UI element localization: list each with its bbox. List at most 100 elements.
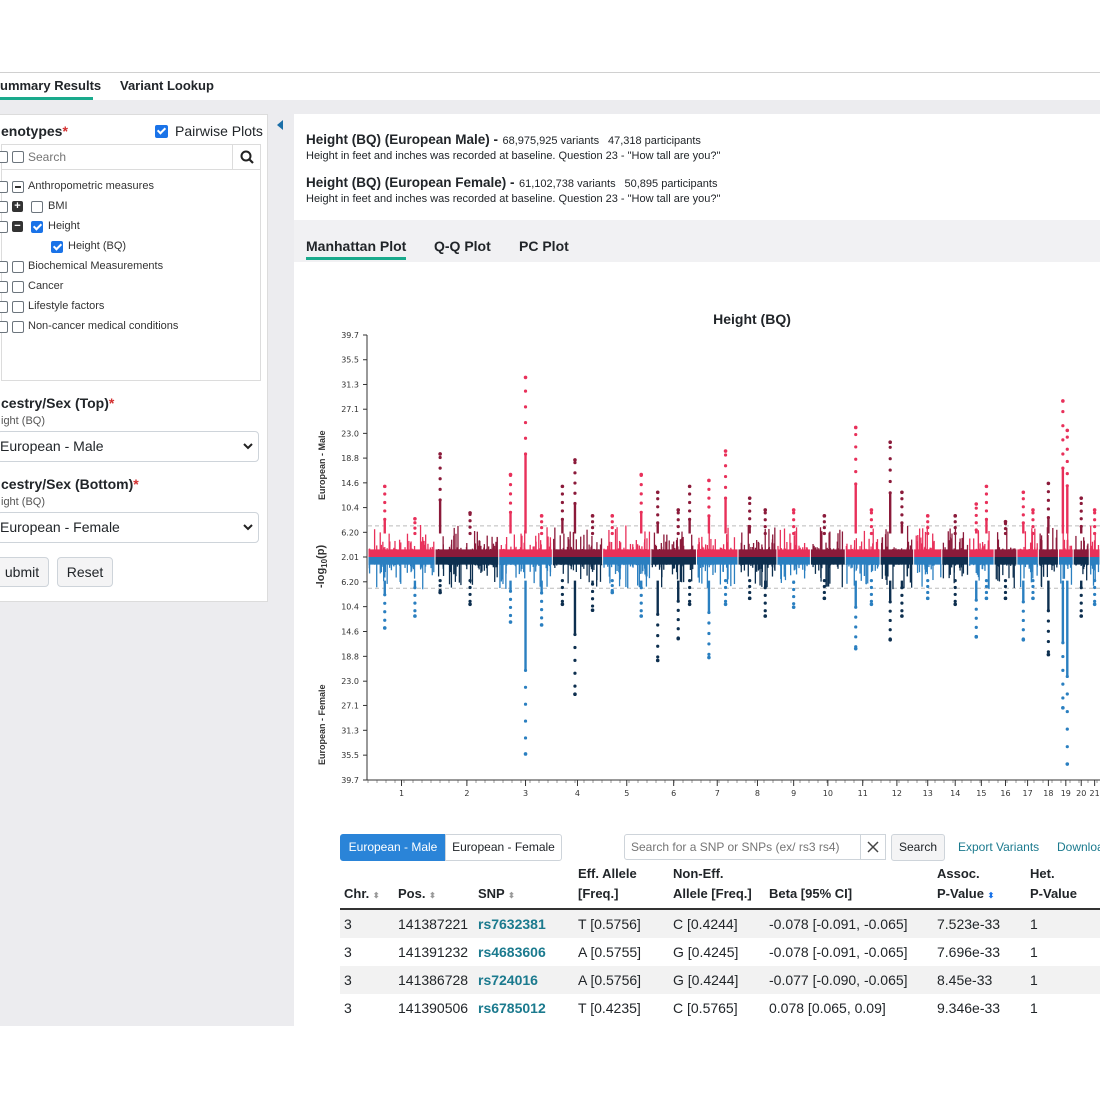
cell-snp-link[interactable]: rs4683606	[478, 944, 546, 960]
peak-point-bottom	[656, 612, 660, 616]
table-row[interactable]: 3 141391232 rs4683606 A [0.5755] G [0.42…	[340, 938, 1100, 966]
peak-point-bottom	[763, 593, 767, 597]
peak-point-top	[590, 531, 595, 536]
y-tick-label-bottom: 14.6	[341, 627, 359, 636]
non-cancer-checkbox[interactable]	[12, 321, 24, 333]
peak-point-top	[573, 461, 577, 465]
download-link[interactable]: Downloa	[1057, 840, 1100, 854]
peak-point-bottom	[523, 752, 528, 756]
tab-qq-plot[interactable]: Q-Q Plot	[434, 238, 491, 254]
table-row[interactable]: 3 141387221 rs7632381 T [0.5756] C [0.42…	[340, 910, 1100, 938]
tree-edge-checkbox[interactable]	[0, 321, 8, 333]
tab-summary-results[interactable]: ummary Results	[0, 78, 102, 93]
tree-item-anthropometric[interactable]: Anthropometric measures	[28, 180, 154, 192]
lifestyle-checkbox[interactable]	[12, 301, 24, 313]
tree-item-lifestyle[interactable]: Lifestyle factors	[28, 300, 105, 312]
col-header-chr[interactable]: Chr. ⬍	[344, 886, 380, 901]
tree-item-height-bq[interactable]: Height (BQ)	[68, 240, 127, 252]
peak-point-bottom	[953, 579, 957, 583]
peak-point-top	[974, 506, 978, 510]
cell-snp-link[interactable]: rs724016	[478, 972, 538, 988]
col-header-assoc-p[interactable]: Assoc. P-Value ⬍	[937, 866, 995, 901]
tree-item-cancer[interactable]: Cancer	[28, 280, 64, 292]
tab-variant-lookup[interactable]: Variant Lookup	[120, 78, 214, 93]
manhattan-plot[interactable]: Height (BQ) European - Female European -…	[294, 300, 1100, 810]
peak-point-top	[953, 520, 957, 524]
table-row[interactable]: 3 141390506 rs6785012 T [0.4235] C [0.57…	[340, 994, 1100, 1022]
select-all-checkbox[interactable]	[12, 151, 24, 163]
col-header-non-eff-allele[interactable]: Non-Eff. Allele [Freq.]	[673, 866, 752, 901]
peak-point-top	[639, 492, 643, 496]
anthropometric-checkbox[interactable]	[12, 181, 24, 193]
y-tick-label-top: 14.6	[341, 479, 359, 488]
tree-item-bmi[interactable]: BMI	[48, 200, 68, 212]
tree-item-biochemical[interactable]: Biochemical Measurements	[28, 260, 164, 272]
tree-edge-checkbox[interactable]	[0, 181, 8, 193]
height-bq-checkbox[interactable]	[51, 241, 63, 253]
partial-checkbox[interactable]	[0, 151, 8, 163]
peak-point-top	[656, 521, 660, 525]
expand-plus-icon[interactable]: +	[12, 201, 23, 212]
tree-edge-checkbox[interactable]	[0, 201, 8, 213]
peak-point-bottom	[676, 617, 680, 622]
export-variants-link[interactable]: Export Variants	[958, 840, 1040, 854]
tab-manhattan-plot[interactable]: Manhattan Plot	[306, 238, 407, 254]
pairwise-plots-checkbox[interactable]	[155, 125, 168, 138]
cell-snp-link[interactable]: rs6785012	[478, 1000, 546, 1016]
peak-point-top	[900, 505, 904, 509]
peak-point-bottom	[900, 614, 904, 618]
tree-edge-checkbox[interactable]	[0, 221, 8, 233]
collapse-sidebar-icon[interactable]	[275, 119, 285, 131]
ancestry-bottom-select[interactable]: European - Female	[0, 512, 259, 543]
peak-point-bottom	[869, 579, 874, 583]
height-checkbox[interactable]	[31, 221, 43, 233]
toggle-european-male[interactable]: European - Male	[340, 834, 446, 861]
col-header-het-p[interactable]: Het. P-Value	[1030, 866, 1077, 901]
peak-point-top	[953, 531, 957, 536]
tree-edge-checkbox[interactable]	[0, 261, 8, 273]
col-header-pos[interactable]: Pos. ⬍	[398, 886, 436, 901]
peak-point-bottom	[688, 599, 692, 603]
submit-button[interactable]: ubmit	[0, 557, 49, 587]
ancestry-top-select[interactable]: European - Male	[0, 431, 259, 462]
bmi-checkbox[interactable]	[31, 201, 43, 213]
male-info-description: Height in feet and inches was recorded a…	[306, 150, 721, 162]
biochemical-checkbox[interactable]	[12, 261, 24, 273]
tree-item-non-cancer[interactable]: Non-cancer medical conditions	[28, 320, 179, 332]
col-header-snp[interactable]: SNP ⬍	[478, 886, 515, 901]
peak-point-bottom	[590, 597, 595, 601]
x-tick-label: 8	[755, 789, 760, 798]
toggle-european-female[interactable]: European - Female	[445, 834, 562, 861]
table-row[interactable]: 3 141386728 rs724016 A [0.5756] G [0.424…	[340, 966, 1100, 994]
peak-point-bottom	[984, 584, 989, 589]
reset-button[interactable]: Reset	[57, 557, 113, 587]
cancer-checkbox[interactable]	[12, 281, 24, 293]
peak-point-top	[523, 405, 528, 409]
bottom-series-label: European - Female	[317, 684, 327, 765]
chromosome-band-top	[1058, 549, 1073, 557]
snp-search-button[interactable]: Search	[891, 834, 945, 861]
tab-pc-plot[interactable]: PC Plot	[519, 238, 569, 254]
clear-search-button[interactable]	[860, 834, 886, 860]
collapse-minus-icon[interactable]: −	[12, 221, 23, 232]
cell-het-p: 1	[1030, 944, 1038, 960]
peak-point-bottom	[888, 600, 892, 604]
tree-edge-checkbox[interactable]	[0, 301, 8, 313]
chevron-down-icon	[243, 524, 253, 531]
snp-search-input[interactable]	[624, 834, 864, 860]
peak-point-top	[953, 526, 957, 530]
peak-point-bottom	[1046, 652, 1051, 657]
col-header-beta[interactable]: Beta [95% CI]	[769, 886, 853, 901]
chromosome-band-bottom	[942, 557, 969, 565]
col-header-eff-allele[interactable]: Eff. Allele [Freq.]	[578, 866, 637, 901]
search-button[interactable]	[232, 145, 261, 169]
peak-point-bottom	[523, 668, 528, 673]
peak-point-bottom	[639, 614, 644, 618]
peak-point-top	[1093, 511, 1097, 515]
peak-point-bottom	[707, 655, 711, 660]
tree-item-height[interactable]: Height	[48, 220, 80, 232]
peak-point-top	[468, 511, 472, 515]
tree-edge-checkbox[interactable]	[0, 281, 8, 293]
cell-snp-link[interactable]: rs7632381	[478, 916, 546, 932]
phenotype-search-input[interactable]	[26, 147, 230, 167]
